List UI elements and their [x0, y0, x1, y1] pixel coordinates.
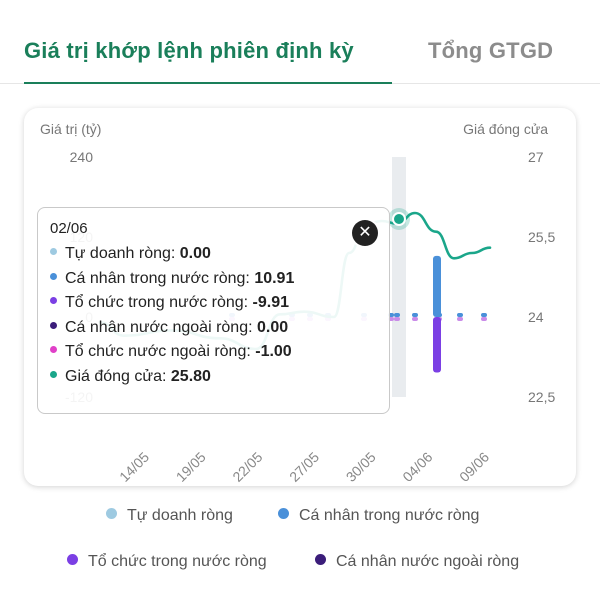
- right-tick-label: 25,5: [528, 229, 555, 245]
- small-marker-upper: [412, 313, 418, 317]
- tooltip-row: Tự doanh ròng: 0.00: [50, 245, 211, 263]
- legend-item[interactable]: Cá nhân nước ngoài ròng: [315, 553, 519, 571]
- series-dot-icon: [50, 297, 57, 305]
- highlight-band: [392, 157, 406, 397]
- legend-label: Tự doanh ròng: [127, 507, 233, 524]
- right-axis-label: Giá đóng cửa: [463, 121, 548, 137]
- legend-label: Tổ chức trong nước ròng: [88, 553, 267, 570]
- tooltip-row-value: 0.00: [179, 245, 211, 262]
- series-dot-icon: [50, 321, 57, 329]
- active-tab-indicator: [24, 82, 392, 84]
- right-tick-label: 27: [528, 149, 544, 165]
- small-marker-upper: [394, 313, 400, 317]
- right-tick-label: 22,5: [528, 389, 555, 405]
- tooltip-row: Cá nhân trong nước ròng: 10.91: [50, 270, 294, 288]
- tooltip-row: Tổ chức trong nước ròng: -9.91: [50, 294, 289, 312]
- tooltip-row: Cá nhân nước ngoài ròng: 0.00: [50, 319, 288, 337]
- small-marker-upper: [457, 313, 463, 317]
- tooltip-row-label: Tự doanh ròng:: [65, 245, 180, 262]
- tooltip-row-value: 25.80: [170, 367, 211, 385]
- legend-item[interactable]: Cá nhân trong nước ròng: [278, 507, 479, 525]
- tab-total-value[interactable]: Tổng GTGD: [428, 38, 554, 63]
- legend-item[interactable]: Tổ chức trong nước ròng: [67, 553, 267, 571]
- right-tick-label: 24: [528, 309, 544, 325]
- small-marker-lower: [412, 317, 418, 321]
- series-dot-icon: [50, 248, 57, 256]
- tab-periodic-match-value[interactable]: Giá trị khớp lệnh phiên định kỳ: [24, 38, 354, 63]
- series-dot-icon: [50, 272, 57, 280]
- x-tick-label: 22/05: [229, 449, 265, 485]
- legend-label: Cá nhân nước ngoài ròng: [336, 553, 520, 570]
- small-marker-lower: [394, 317, 400, 321]
- left-axis-label: Giá trị (tỷ): [40, 121, 101, 137]
- tooltip-row-value: 0.00: [257, 318, 289, 336]
- tooltip-row: Giá đóng cửa: 25.80: [50, 368, 211, 386]
- small-marker-lower: [481, 317, 487, 321]
- tooltip-row-label: Cá nhân trong nước ròng:: [65, 269, 255, 287]
- x-tick-label: 27/05: [286, 449, 322, 485]
- data-tooltip: 02/06 Tự doanh ròng: 0.00 Cá nhân trong n…: [37, 207, 390, 414]
- x-tick-label: 30/05: [343, 449, 379, 485]
- legend-dot-icon: [315, 554, 326, 566]
- bar-individual-domestic: [433, 255, 441, 317]
- tooltip-row-value: -9.91: [252, 294, 290, 311]
- tooltip-row: Tổ chức nước ngoài ròng: -1.00: [50, 343, 292, 361]
- small-marker-lower: [457, 317, 463, 321]
- tab-bar: Giá trị khớp lệnh phiên định kỳ Tổng GTG…: [0, 0, 600, 90]
- legend-dot-icon: [278, 508, 289, 520]
- series-dot-icon: [50, 346, 57, 354]
- bar-institution-domestic: [433, 317, 441, 373]
- left-tick-label: 240: [70, 149, 94, 165]
- tooltip-date: 02/06: [50, 220, 88, 237]
- tooltip-row-label: Tổ chức nước ngoài ròng:: [65, 343, 256, 360]
- x-tick-label: 09/06: [456, 449, 492, 485]
- close-icon[interactable]: ✕: [352, 220, 378, 246]
- tooltip-row-value: 10.91: [254, 269, 295, 287]
- highlight-point: [392, 212, 406, 226]
- series-dot-icon: [50, 370, 57, 378]
- tooltip-row-label: Tổ chức trong nước ròng:: [65, 294, 253, 311]
- legend-item[interactable]: Tự doanh ròng: [106, 507, 233, 525]
- x-tick-label: 14/05: [116, 449, 152, 485]
- legend-dot-icon: [106, 508, 117, 520]
- tooltip-row-value: -1.00: [255, 343, 292, 360]
- legend-dot-icon: [67, 554, 78, 566]
- tooltip-row-label: Cá nhân nước ngoài ròng:: [65, 318, 257, 336]
- x-tick-label: 04/06: [399, 449, 435, 485]
- x-tick-label: 19/05: [173, 449, 209, 485]
- tooltip-row-label: Giá đóng cửa:: [65, 367, 171, 385]
- legend-label: Cá nhân trong nước ròng: [299, 507, 480, 524]
- small-marker-upper: [481, 313, 487, 317]
